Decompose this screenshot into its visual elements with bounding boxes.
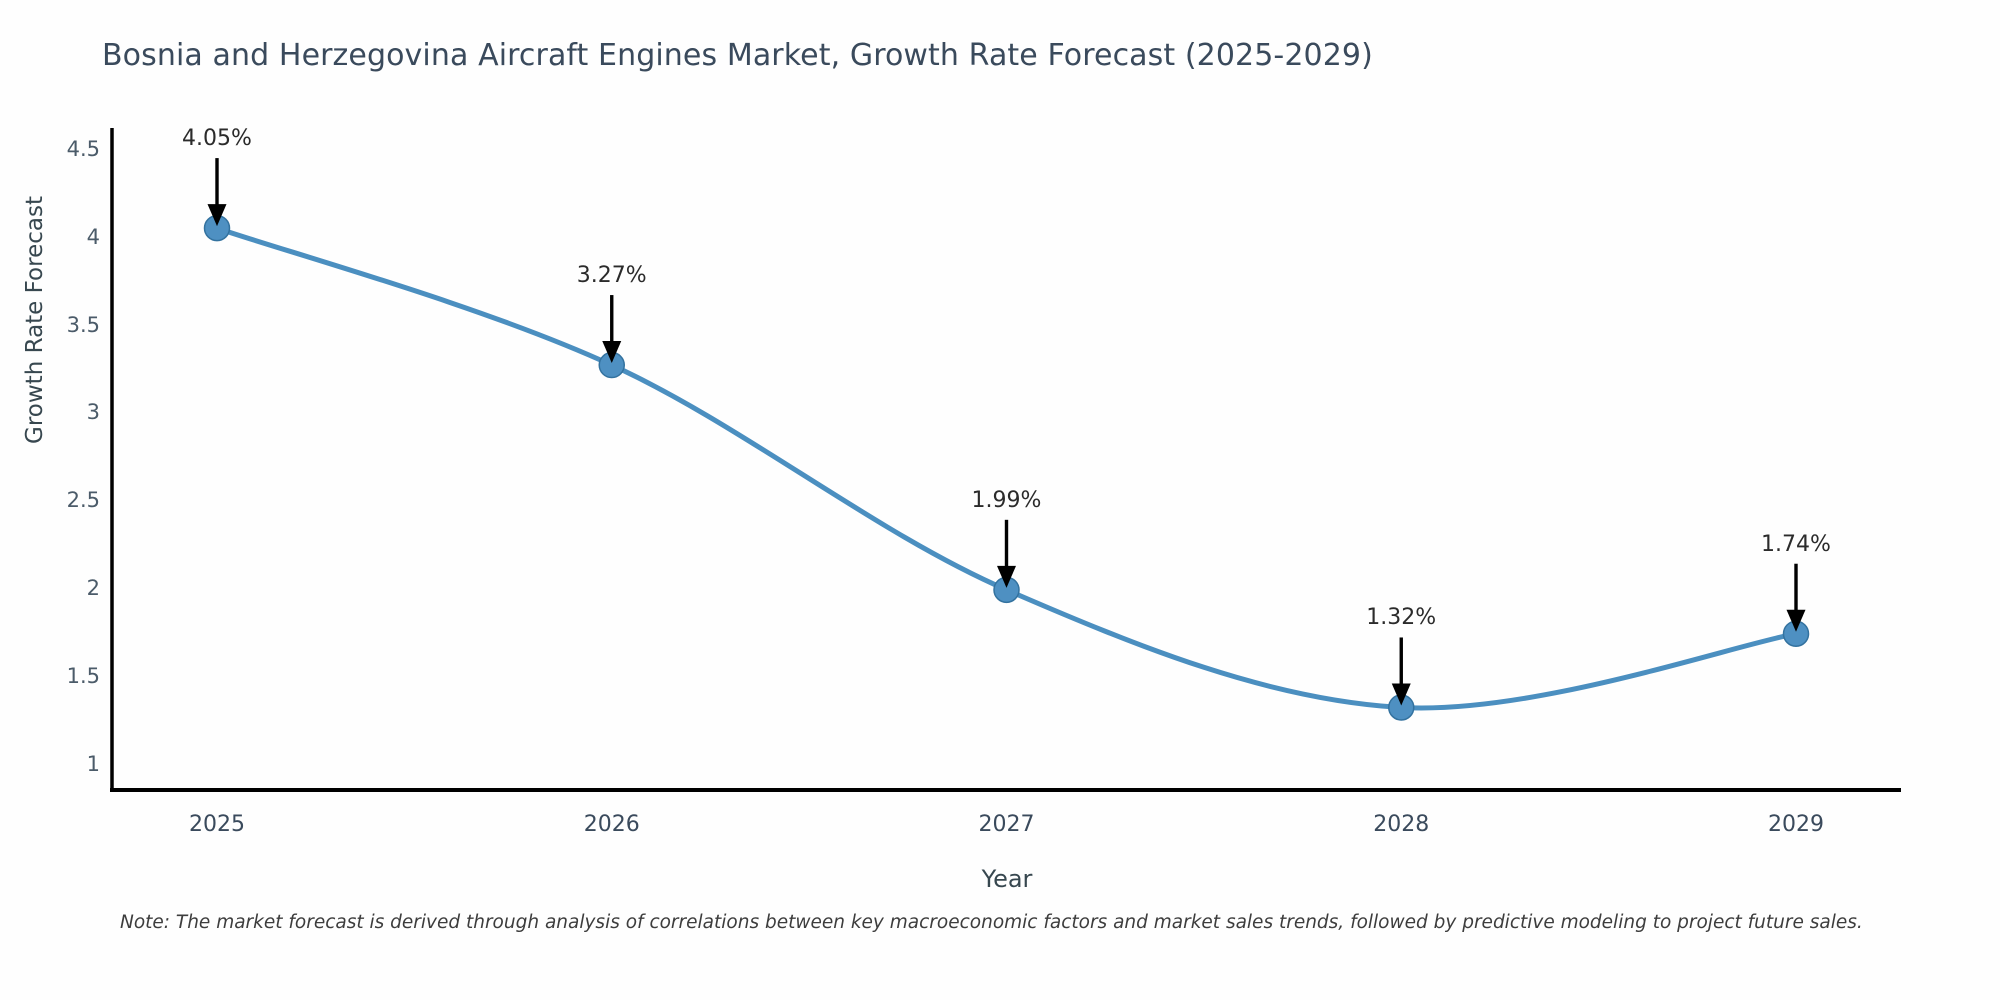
data-point-label: 1.99% xyxy=(971,487,1042,513)
x-tick-label: 2027 xyxy=(978,812,1035,837)
data-point-label: 3.27% xyxy=(576,263,647,289)
annotation-arrow-head xyxy=(207,204,227,227)
data-point-label: 1.74% xyxy=(1761,531,1831,557)
chart-footnote: Note: The market forecast is derived thr… xyxy=(120,912,1863,933)
y-tick-label: 1.5 xyxy=(66,663,100,688)
x-axis-title: Year xyxy=(981,865,1033,893)
trend-line xyxy=(214,225,1799,711)
x-tick-label: 2026 xyxy=(583,812,640,837)
y-tick-label: 3 xyxy=(86,400,100,425)
annotation-arrow-head xyxy=(997,565,1016,588)
annotation-arrow-head xyxy=(602,341,622,364)
y-tick-label: 1 xyxy=(86,751,100,776)
y-tick-label: 3.5 xyxy=(66,312,100,337)
x-tick-label: 2028 xyxy=(1373,812,1430,837)
chart-title: Bosnia and Herzegovina Aircraft Engines … xyxy=(102,38,1373,73)
y-tick-label: 2 xyxy=(86,576,100,601)
y-tick-label: 2.5 xyxy=(66,488,100,513)
data-point-label: 1.32% xyxy=(1366,605,1437,631)
x-tick-label: 2025 xyxy=(189,812,245,837)
y-tick-label: 4.5 xyxy=(66,137,100,162)
annotation-arrow-head xyxy=(1391,683,1411,706)
data-series-group xyxy=(203,158,1810,721)
x-tick-label: 2029 xyxy=(1768,812,1824,837)
annotation-arrow-head xyxy=(1786,609,1806,632)
data-point-label: 4.05% xyxy=(182,126,252,152)
y-tick-label: 4 xyxy=(86,224,100,249)
